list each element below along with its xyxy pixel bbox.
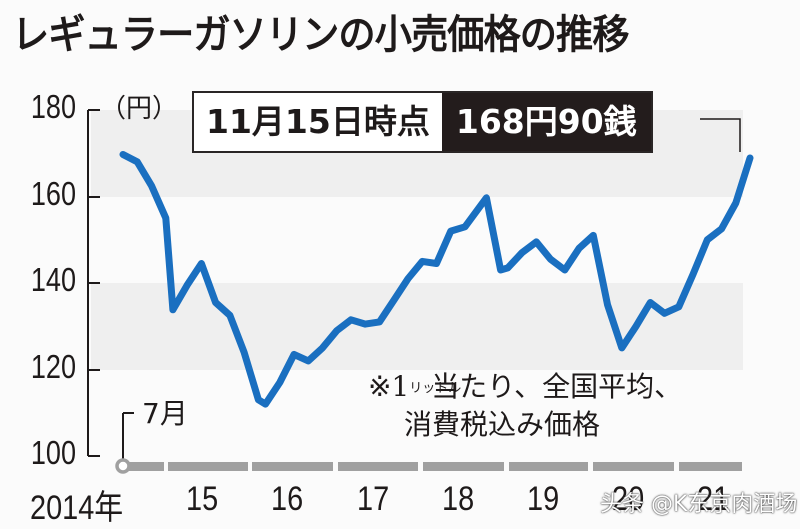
start-month-marker [122, 412, 134, 460]
start-month-label: 7月 [142, 397, 188, 430]
chart-title: レギュラーガソリンの小売価格の推移 [12, 12, 630, 58]
y-tick-120: 120 [30, 348, 76, 385]
y-tick-140: 140 [30, 261, 76, 298]
timeline-start-circle [115, 458, 131, 474]
x-tick-2014: 2014年 [30, 489, 124, 527]
x-tick-16: 16 [271, 480, 304, 518]
band-120-140 [91, 283, 743, 370]
callout-date: 11月15日時点 [206, 102, 430, 141]
y-unit-label: （円） [100, 94, 179, 124]
watermark: 头条 @K东京肉酒场 [600, 492, 798, 517]
timeline [126, 462, 742, 471]
callout-leader-line [700, 118, 741, 152]
price-line [119, 151, 754, 408]
footnote-line-2: 消費税込み価格 [404, 408, 601, 441]
x-tick-17: 17 [357, 480, 390, 518]
liter-unit-small: リットル [409, 381, 462, 396]
callout-price: 168円90銭 [441, 93, 651, 151]
footnote-line-1: ※1リットル当たり、全国平均、 [368, 370, 683, 403]
x-tick-21: 21 [697, 480, 730, 518]
y-tick-100: 100 [30, 434, 76, 471]
y-tick-160: 160 [30, 175, 76, 212]
x-tick-20: 20 [612, 480, 645, 518]
x-tick-18: 18 [442, 480, 475, 518]
latest-price-callout: 11月15日時点 168円90銭 [192, 91, 653, 153]
x-tick-19: 19 [527, 480, 560, 518]
footnote: ※1リットル当たり、全国平均、 消費税込み価格 [368, 368, 682, 444]
y-axis [87, 109, 100, 457]
y-tick-180: 180 [30, 88, 76, 125]
x-tick-15: 15 [186, 480, 219, 518]
